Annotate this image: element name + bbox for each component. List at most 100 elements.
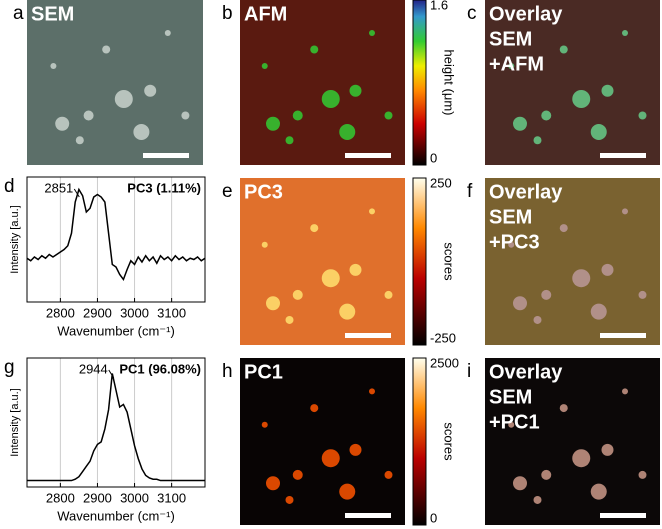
particle [349,443,362,456]
scale-bar [600,513,646,518]
particle [559,404,568,413]
panel-letter: c [467,3,477,24]
particle [533,136,542,145]
annotation-arrow [108,369,115,379]
panel-title: SEM [489,386,532,408]
particle [601,443,614,456]
particle [321,449,340,468]
particle [638,290,647,299]
particle [310,224,319,233]
panel-letter: b [222,3,233,24]
particle [513,476,527,491]
colorbar [412,0,427,166]
particle [590,124,607,140]
particle [133,124,150,140]
particle [638,111,647,120]
particle [622,208,628,215]
particle [559,224,568,233]
colorbar-min: -250 [430,330,456,345]
spectrum-line [26,187,206,282]
x-tick-label: 2800 [46,490,75,505]
image [240,0,405,165]
peak-annotation: 2851 [44,180,73,195]
particle [339,483,356,500]
scale-bar [143,153,189,158]
particle [261,421,268,428]
particle [384,290,393,299]
particle [541,289,552,300]
particle [285,136,294,145]
panel-letter: d [4,176,15,197]
image [485,358,660,525]
panel-title: +AFM [489,53,544,75]
x-tick-label: 2900 [83,305,112,320]
panel-letter: i [467,361,471,382]
panel-title: PC3 [244,181,283,203]
particle [261,241,268,248]
image [485,0,660,165]
x-tick-label: 3100 [157,305,186,320]
x-axis-label: Wavenumber (cm⁻¹) [57,508,175,523]
x-tick-label: 3100 [157,490,186,505]
particle [590,303,607,320]
panel-title: Overlay [489,3,563,25]
particle [114,90,133,108]
particle [384,470,393,479]
particle [590,483,607,500]
particle [369,30,375,36]
image [240,358,405,525]
colorbar-label: scores [442,422,457,461]
particle [102,45,111,54]
colorbar-min: 0 [430,150,437,165]
particle [285,315,294,324]
colorbar-max: 250 [430,175,452,190]
panel-title: +PC1 [489,411,540,433]
scale-bar [345,513,391,518]
scale-bar [345,333,391,338]
particle [369,208,375,215]
scale-bar [345,153,391,158]
particle [266,116,280,131]
spectrum-label: PC3 (1.11%) [127,180,201,195]
colorbar-label: height (μm) [442,49,457,115]
particle [292,110,303,121]
spectrum-line [27,373,205,482]
panel-title: SEM [489,28,532,50]
particle [533,315,542,324]
particle [513,296,527,311]
particle [55,116,70,131]
particle [601,263,614,276]
colorbar [412,357,427,526]
particle [622,30,628,36]
particle [369,388,375,395]
panel-title: AFM [244,3,287,25]
panel-letter: a [13,3,24,24]
particle [601,84,614,97]
colorbar-min: 0 [430,510,437,525]
image [27,0,203,165]
particle [384,111,393,120]
particle [508,421,515,428]
particle [533,495,542,504]
particle [285,495,294,504]
particle [339,303,356,320]
panel-title: SEM [489,206,532,228]
colorbar-label: scores [442,242,457,281]
scale-bar [600,333,646,338]
particle [349,263,362,276]
particle [321,269,340,288]
particle [339,124,356,140]
particle [50,63,57,69]
particle [349,84,362,97]
panel-letter: f [467,181,473,202]
scale-bar [600,153,646,158]
particle [513,116,527,131]
particle [266,476,280,491]
particle [266,296,280,311]
particle [572,269,591,288]
particle [144,84,157,97]
panel-title: Overlay [489,361,563,383]
particle [75,136,84,145]
spectrum-label: PC1 (96.08%) [119,361,201,376]
